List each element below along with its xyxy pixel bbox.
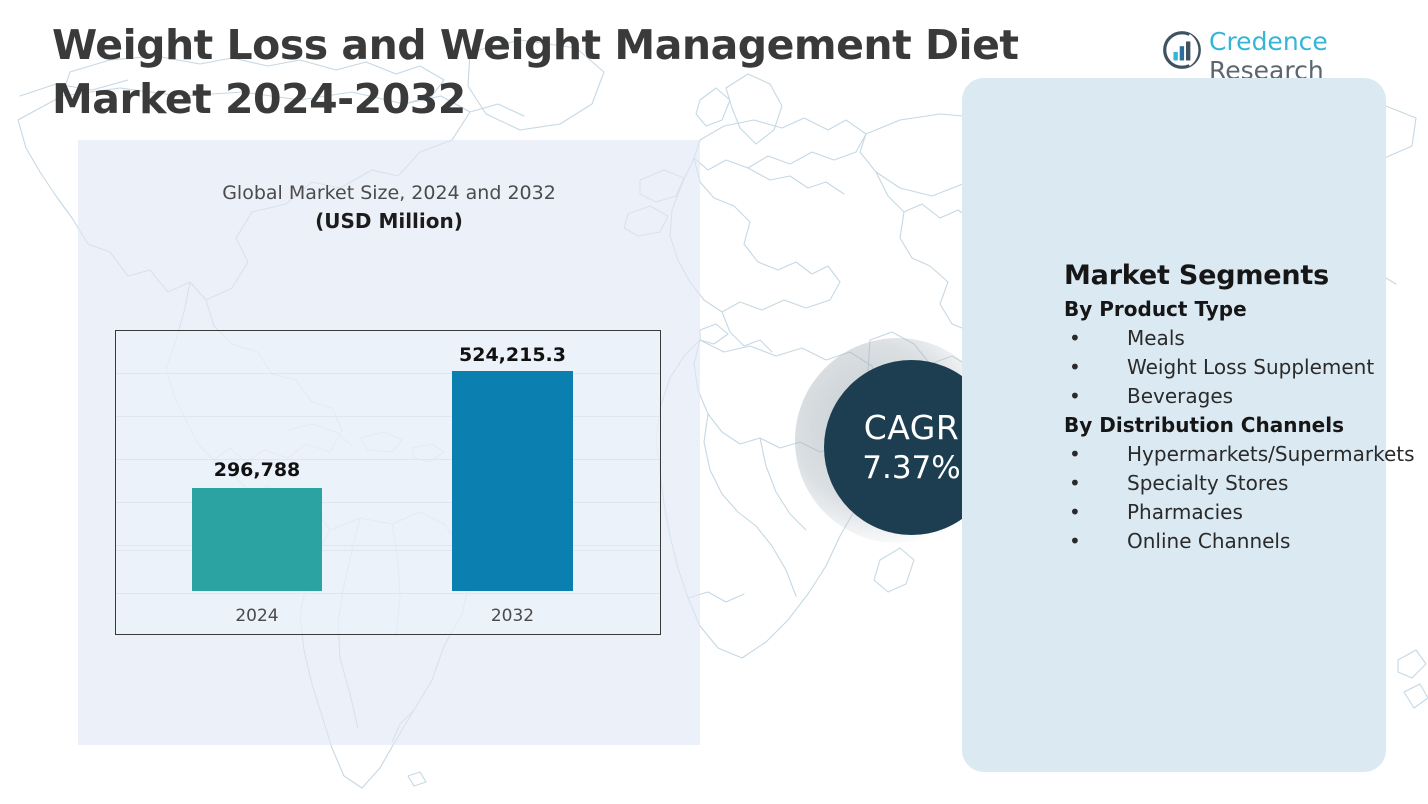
bar-2032 [452,371,573,591]
chart-title-line2: (USD Million) [315,209,463,233]
logo-wordmark: Credence Research [1209,27,1403,85]
bullet-icon: • [1069,500,1081,524]
segment-group-heading-distribution-channels: By Distribution Channels [1064,413,1345,437]
bullet-icon: • [1069,326,1081,350]
gridline [116,416,660,417]
brand-logo: Credence Research Actionable Insights De… [1163,27,1403,95]
bar-2024 [192,488,322,591]
bullet-icon: • [1069,529,1081,553]
segment-item-label: Meals [1127,326,1185,350]
gridline [116,459,660,460]
segment-item-meals: • Meals [1064,324,1404,352]
market-segments-heading: Market Segments [1064,260,1329,291]
bullet-icon: • [1069,471,1081,495]
gridline [116,373,660,374]
x-axis-label-2032: 2032 [490,606,535,626]
bar-chart-circle-icon [1163,31,1201,69]
segment-item-pharmacies: • Pharmacies [1064,498,1404,526]
bullet-icon: • [1069,355,1081,379]
segment-item-label: Online Channels [1127,529,1291,553]
chart-title: Global Market Size, 2024 and 2032 (USD M… [78,180,700,236]
segment-item-specialty-stores: • Specialty Stores [1064,469,1404,497]
gridline [116,545,660,546]
logo-name-primary: Credence [1209,27,1328,56]
segment-item-hypermarkets-supermarkets: • Hypermarkets/Supermarkets [1064,440,1415,468]
bullet-icon: • [1069,384,1081,408]
segment-item-label: Pharmacies [1127,500,1243,524]
cagr-value: 7.37% [862,449,961,486]
gridline [116,550,660,551]
market-segments-content: Market Segments By Product Type • Meals … [1064,258,1415,555]
segment-item-weight-loss-supplement: • Weight Loss Supplement [1064,353,1404,381]
bar-chart-plot-area: 296,788 524,215.3 2024 2032 [115,330,661,635]
segment-item-beverages: • Beverages [1064,382,1404,410]
market-segments-panel [962,78,1386,772]
gridline [116,593,660,594]
segment-item-label: Beverages [1127,384,1234,408]
cagr-label: CAGR [863,407,960,447]
gridline [116,502,660,503]
segment-group-heading-product-type: By Product Type [1064,297,1247,321]
x-axis-label-2024: 2024 [235,606,279,626]
segment-item-label: Weight Loss Supplement [1127,355,1375,379]
segment-item-online-channels: • Online Channels [1064,527,1404,555]
bar-value-2032: 524,215.3 [459,344,566,366]
bar-value-2024: 296,788 [213,459,301,481]
page-title: Weight Loss and Weight Management Diet M… [52,21,1019,123]
segment-item-label: Hypermarkets/Supermarkets [1127,442,1415,466]
chart-title-line1: Global Market Size, 2024 and 2032 [222,182,556,204]
segment-item-label: Specialty Stores [1127,471,1289,495]
bullet-icon: • [1069,442,1081,466]
